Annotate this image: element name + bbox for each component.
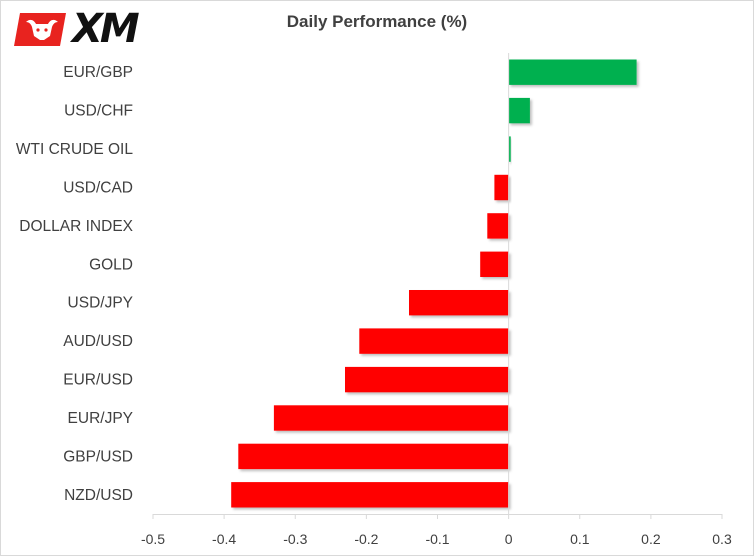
category-labels: EUR/GBP USD/CHF WTI CRUDE OIL USD/CAD DOLLAR… — [16, 64, 134, 504]
x-tick-label: 0.1 — [570, 531, 590, 547]
x-tick-label: -0.3 — [283, 531, 307, 547]
x-tick-label: 0.3 — [712, 531, 732, 547]
category-label: USD/CAD — [63, 180, 133, 197]
category-label: EUR/GBP — [63, 64, 133, 81]
bar-eur-usd — [345, 366, 509, 393]
category-label: EUR/USD — [63, 372, 133, 389]
category-label: USD/CHF — [64, 103, 133, 120]
category-label: WTI CRUDE OIL — [16, 141, 133, 158]
x-tick-label: 0.2 — [641, 531, 661, 547]
chart-title: Daily Performance (%) — [286, 12, 468, 31]
x-tick-label: -0.1 — [425, 531, 449, 547]
bar-usd-chf — [508, 97, 530, 124]
category-label: DOLLAR INDEX — [19, 218, 133, 235]
category-label: GBP/USD — [63, 448, 133, 465]
bar-aud-usd — [359, 328, 509, 354]
x-tick-label: -0.2 — [354, 531, 378, 547]
bar-eur-gbp — [508, 59, 637, 85]
x-tick-label: -0.4 — [212, 531, 236, 547]
bull-icon — [14, 13, 66, 46]
x-tick-label: 0 — [505, 531, 513, 547]
x-tick-labels: -0.5 -0.4 -0.3 -0.2 -0.1 0 0.1 0.2 0.3 — [141, 531, 732, 547]
logo-wordmark: XM — [72, 6, 140, 52]
bar-dollar-index — [487, 213, 509, 239]
bars-group — [231, 59, 637, 508]
bar-gold — [480, 251, 509, 277]
bar-gbp-usd — [238, 443, 509, 470]
xm-logo: XM — [14, 6, 154, 52]
category-label: EUR/JPY — [68, 410, 133, 427]
category-label: AUD/USD — [63, 333, 133, 350]
bar-nzd-usd — [231, 482, 509, 508]
bar-usd-jpy — [409, 290, 509, 316]
x-tick-label: -0.5 — [141, 531, 165, 547]
bar-wti-crude-oil — [508, 136, 511, 162]
category-label: NZD/USD — [64, 487, 133, 504]
bar-eur-jpy — [273, 405, 509, 431]
category-label: GOLD — [89, 256, 133, 273]
bar-usd-cad — [494, 174, 509, 201]
x-axis — [152, 53, 723, 519]
category-label: USD/JPY — [68, 295, 133, 312]
